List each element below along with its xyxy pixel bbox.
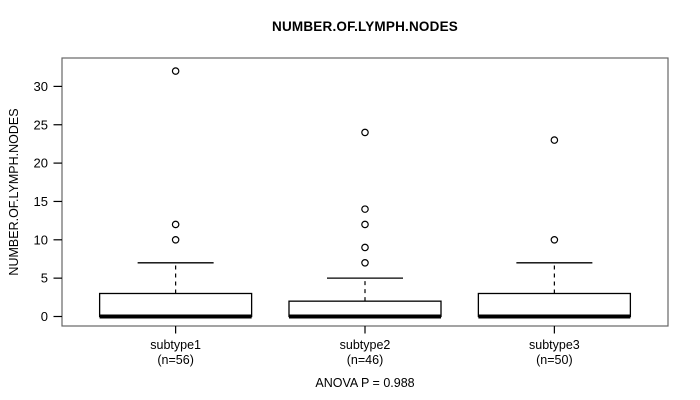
- outlier-point: [171, 220, 180, 229]
- outlier-point: [550, 236, 559, 244]
- y-axis-tick-label: 15: [34, 194, 48, 209]
- anova-p-annotation: ANOVA P = 0.988: [315, 376, 415, 390]
- outlier-point: [171, 67, 180, 75]
- box-q1-q3: [288, 300, 442, 318]
- box-q1-q3: [477, 292, 632, 318]
- outlier-point: [550, 136, 559, 144]
- y-axis-tick-label: 10: [34, 232, 48, 247]
- y-axis-tick-label: 25: [34, 117, 48, 132]
- outlier-point: [361, 220, 369, 229]
- y-axis-tick-label: 30: [34, 79, 48, 94]
- outlier-point: [361, 128, 369, 137]
- group-label-1: subtype1 (n=56): [96, 338, 256, 368]
- y-axis-tick-label: 0: [41, 309, 48, 324]
- y-axis-tick-label: 20: [34, 156, 48, 171]
- group-n: (n=56): [157, 353, 194, 367]
- group-n: (n=50): [536, 353, 573, 367]
- group-n: (n=46): [346, 353, 384, 367]
- group-name: subtype1: [150, 338, 201, 352]
- outlier-point: [171, 236, 180, 244]
- plot-frame: [61, 57, 669, 327]
- group-name: subtype2: [339, 338, 391, 352]
- box-q1-q3: [98, 292, 253, 318]
- outlier-point: [361, 259, 369, 267]
- group-label-2: subtype2 (n=46): [285, 338, 445, 368]
- outlier-point: [361, 205, 369, 213]
- y-axis-tick-label: 5: [41, 271, 48, 286]
- group-label-3: subtype3 (n=50): [474, 338, 634, 368]
- group-name: subtype3: [529, 338, 580, 352]
- chart-title: NUMBER.OF.LYMPH.NODES: [272, 19, 458, 34]
- outlier-point: [361, 243, 369, 252]
